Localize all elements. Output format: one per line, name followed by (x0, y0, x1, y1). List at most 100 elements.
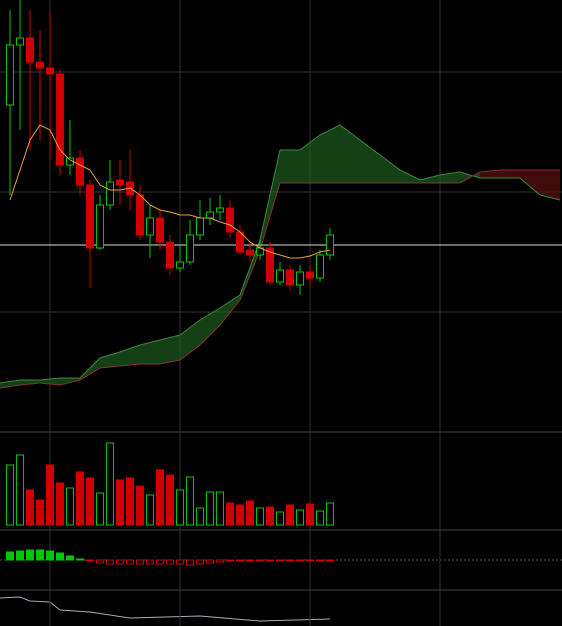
candle-body (206, 211, 214, 219)
bar (276, 511, 284, 526)
bar (136, 559, 144, 565)
cloud-fill (260, 150, 280, 250)
candle-body (216, 207, 224, 213)
candle-body (26, 37, 34, 63)
bar (66, 555, 74, 561)
cloud-fill (400, 170, 420, 183)
candle-body (326, 234, 334, 256)
cloud-fill (340, 125, 360, 183)
bar (56, 482, 64, 526)
bar (206, 559, 214, 564)
cloud-fill (140, 340, 160, 364)
bar (256, 559, 264, 562)
bar (36, 499, 44, 526)
bar (116, 559, 124, 565)
bar (196, 507, 204, 526)
bar (126, 559, 134, 565)
bar (106, 442, 114, 526)
candle-body (96, 204, 104, 249)
bar (36, 549, 44, 561)
bar (6, 551, 14, 561)
bar (286, 559, 294, 562)
candle-body (6, 44, 14, 106)
cloud-fill (180, 320, 200, 360)
indicator-line (0, 596, 331, 622)
bar (296, 559, 304, 562)
bar (76, 471, 84, 526)
bar (326, 502, 334, 526)
bar (226, 559, 234, 562)
candle-body (116, 179, 124, 186)
candle-body (306, 271, 314, 279)
candle-body (136, 194, 144, 236)
candle-body (276, 269, 284, 283)
bar (96, 559, 104, 564)
bar (86, 559, 94, 562)
bar (156, 469, 164, 526)
bar (176, 489, 184, 526)
bar (176, 559, 184, 565)
cloud-fill (360, 140, 380, 183)
cloud-fill (220, 295, 240, 325)
cloud-fill (420, 175, 440, 183)
candle-body (16, 37, 24, 46)
cloud-fill (520, 170, 540, 195)
bar (186, 559, 194, 566)
bar (266, 559, 274, 562)
bar (316, 510, 324, 526)
cloud-span-a (0, 124, 561, 384)
candle-body (296, 271, 304, 286)
cloud-fill (0, 380, 20, 388)
cloud-fill (380, 155, 400, 183)
bar (206, 491, 214, 526)
candle-body (146, 217, 154, 236)
candle-body (156, 217, 164, 243)
bar (186, 476, 194, 526)
bar (216, 491, 224, 526)
bar (106, 559, 114, 565)
cloud-fill (540, 170, 560, 200)
bar (306, 559, 314, 562)
bar (246, 500, 254, 526)
bar (276, 559, 284, 562)
bar (146, 494, 154, 526)
bar (16, 454, 24, 526)
bar (256, 507, 264, 526)
cloud-fill (20, 380, 40, 385)
bar (6, 464, 14, 526)
bar (236, 504, 244, 526)
candle-body (286, 269, 294, 286)
candle-body (46, 67, 54, 75)
bar (156, 559, 164, 565)
cloud-fill (320, 125, 340, 183)
cloud-fill (300, 135, 320, 183)
bar (76, 558, 84, 561)
bar (86, 477, 94, 526)
bar (126, 477, 134, 526)
bar (246, 559, 254, 562)
bar (26, 489, 34, 526)
bar (226, 502, 234, 526)
bar (116, 479, 124, 526)
bar (216, 559, 224, 563)
bar (316, 559, 324, 562)
bar (16, 550, 24, 561)
bar (266, 506, 274, 526)
candle-body (316, 254, 324, 279)
cloud-fill (160, 335, 180, 364)
bar (46, 550, 54, 561)
candle-body (36, 61, 44, 69)
candle-body (86, 184, 94, 249)
candle-body (166, 241, 174, 269)
bar (136, 485, 144, 526)
bar (146, 559, 154, 565)
cloud-fill (500, 170, 520, 178)
bar (306, 503, 314, 526)
candle-body (246, 249, 254, 256)
bar (166, 474, 174, 526)
bar (236, 559, 244, 562)
candle-body (106, 181, 114, 206)
cloud-fill (100, 352, 120, 368)
candle-body (266, 247, 274, 283)
